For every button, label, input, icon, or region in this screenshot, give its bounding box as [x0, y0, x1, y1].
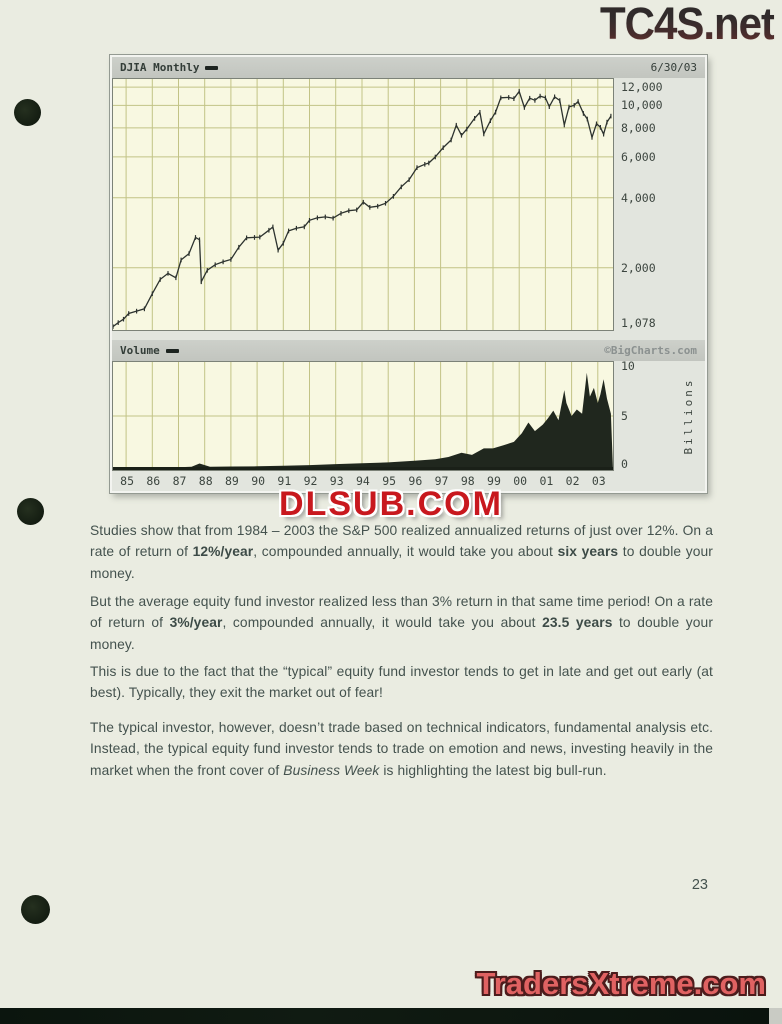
- punch-hole-bottom: [21, 895, 50, 924]
- x-axis-year-labels: 85 86 87 88 89 90 91 92 93 94 95 96 97 98 99 00 01 02 03: [120, 474, 606, 488]
- bigcharts-panel: DJIA Monthly 6/30/03 12,000 10,000 8,000 6,…: [109, 54, 708, 494]
- price-chart: [113, 79, 613, 330]
- bottom-strip: [0, 1008, 769, 1024]
- price-chart-header: DJIA Monthly 6/30/03: [112, 57, 705, 78]
- volume-chart: [113, 362, 613, 470]
- price-legend-dash-icon: [205, 65, 219, 70]
- punch-hole-middle: [17, 498, 44, 525]
- tradersxtreme-watermark: TradersXtreme.com: [476, 966, 766, 1001]
- paragraph-returns: Studies show that from 1984 – 2003 the S…: [90, 523, 713, 581]
- chart-as-of-date: 6/30/03: [650, 61, 697, 74]
- price-plot-area: [112, 78, 614, 331]
- paragraph-average-investor: But the average equity fund investor rea…: [90, 594, 714, 652]
- dlsub-watermark: DLSUB.COM: [279, 485, 503, 523]
- paragraph-emotion-news: The typical investor, however, doesn’t t…: [90, 720, 713, 778]
- volume-legend-dash-icon: [165, 348, 179, 353]
- tc4s-watermark: TC4S.net: [599, 0, 775, 49]
- page-number: 23: [691, 877, 708, 893]
- punch-hole-top: [14, 99, 41, 126]
- volume-plot-row: Billions 10 5 0: [112, 359, 705, 471]
- volume-y-axis-labels: Billions 10 5 0: [621, 359, 695, 471]
- bigcharts-copyright: ©BigCharts.com: [604, 344, 697, 357]
- bottom-corner: [769, 1008, 782, 1024]
- price-chart-title: DJIA Monthly: [120, 61, 200, 74]
- volume-plot-area: [112, 361, 614, 471]
- price-plot-row: 12,000 10,000 8,000 6,000 4,000 2,000 1,078: [112, 78, 705, 331]
- volume-unit-label: Billions: [682, 377, 695, 455]
- volume-header: Volume ©BigCharts.com: [112, 340, 705, 361]
- price-y-axis-labels: 12,000 10,000 8,000 6,000 4,000 2,000 1,078: [621, 80, 663, 330]
- volume-title: Volume: [120, 344, 160, 357]
- paragraph-typical-investor: This is due to the fact that the “typica…: [90, 664, 713, 701]
